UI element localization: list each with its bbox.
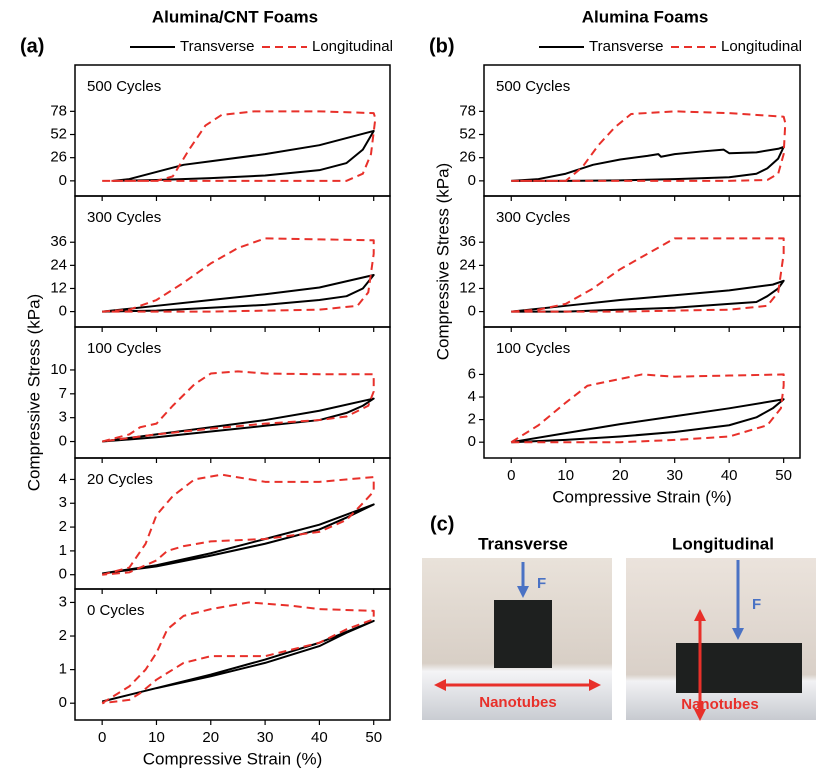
x-tick-label: 10 <box>557 467 574 484</box>
y-tick-label: 24 <box>459 256 476 273</box>
y-tick-label: 0 <box>59 172 67 189</box>
x-tick-label: 30 <box>257 729 274 746</box>
curve <box>101 601 375 705</box>
subplot-annotation: 100 Cycles <box>496 340 570 357</box>
y-tick-label: 0 <box>59 433 67 450</box>
y-tick-label: 7 <box>59 385 67 402</box>
force-label: F <box>752 596 761 613</box>
x-axis-label: Compressive Strain (%) <box>552 487 732 506</box>
y-tick-label: 2 <box>59 627 67 644</box>
y-axis-label: Compressive Stress (kPa) <box>24 294 43 491</box>
curve <box>511 398 785 444</box>
curve <box>101 473 375 576</box>
chart-title: Alumina/CNT Foams <box>152 7 318 26</box>
y-tick-label: 1 <box>59 542 67 559</box>
y-tick-label: 78 <box>50 102 67 119</box>
curve <box>102 397 375 443</box>
legend-label: Transverse <box>589 38 663 55</box>
x-tick-label: 20 <box>202 729 219 746</box>
x-axis-label: Compressive Strain (%) <box>143 749 323 768</box>
y-tick-label: 52 <box>459 125 476 142</box>
x-tick-label: 30 <box>666 467 683 484</box>
subplot-annotation: 300 Cycles <box>496 209 570 226</box>
y-tick-label: 3 <box>59 494 67 511</box>
y-tick-label: 0 <box>59 566 67 583</box>
y-tick-label: 2 <box>59 518 67 535</box>
curve <box>101 370 375 443</box>
nanotube-label: Nanotubes <box>681 696 759 713</box>
photo-panel: (c) Transverse Longitudinal F Nanotubes … <box>422 513 816 721</box>
curve <box>112 129 375 182</box>
x-tick-label: 10 <box>148 729 165 746</box>
y-tick-label: 26 <box>50 149 67 166</box>
y-tick-label: 0 <box>468 303 476 320</box>
x-tick-label: 40 <box>311 729 328 746</box>
y-tick-label: 12 <box>459 279 476 296</box>
x-tick-label: 0 <box>507 467 515 484</box>
subplot-annotation: 300 Cycles <box>87 209 161 226</box>
panel-label: (c) <box>430 513 454 535</box>
y-tick-label: 26 <box>459 149 476 166</box>
y-axis-label: Compressive Stress (kPa) <box>433 163 452 360</box>
force-label: F <box>537 575 546 592</box>
subplot-annotation: 500 Cycles <box>496 78 570 95</box>
x-tick-label: 20 <box>612 467 629 484</box>
curve <box>511 237 785 313</box>
curve <box>102 503 375 575</box>
sample-block <box>494 600 552 668</box>
nanotube-label: Nanotubes <box>479 694 557 711</box>
plot-frame <box>74 588 391 721</box>
subplot-annotation: 0 Cycles <box>87 602 145 619</box>
x-tick-label: 40 <box>721 467 738 484</box>
photo-title: Transverse <box>478 534 568 553</box>
curve <box>101 619 375 703</box>
curve <box>102 273 375 313</box>
x-tick-label: 0 <box>98 729 106 746</box>
y-tick-label: 52 <box>50 125 67 142</box>
y-tick-label: 12 <box>50 279 67 296</box>
panel-label: (b) <box>429 35 455 57</box>
legend-label: Longitudinal <box>721 38 802 55</box>
y-tick-label: 10 <box>50 361 67 378</box>
y-tick-label: 6 <box>468 365 476 382</box>
legend-label: Longitudinal <box>312 38 393 55</box>
subplot-annotation: 20 Cycles <box>87 471 153 488</box>
curve <box>102 110 377 182</box>
y-tick-label: 0 <box>59 694 67 711</box>
y-tick-label: 36 <box>50 233 67 250</box>
y-tick-label: 1 <box>59 661 67 678</box>
y-tick-label: 0 <box>468 172 476 189</box>
y-tick-label: 0 <box>59 303 67 320</box>
y-tick-label: 3 <box>59 593 67 610</box>
photo-title: Longitudinal <box>672 534 774 553</box>
panel-label: (a) <box>20 35 44 57</box>
subplot-annotation: 100 Cycles <box>87 340 161 357</box>
curve <box>511 110 787 182</box>
y-tick-label: 2 <box>468 411 476 428</box>
y-tick-label: 4 <box>59 470 67 487</box>
x-tick-label: 50 <box>365 729 382 746</box>
y-tick-label: 24 <box>50 256 67 273</box>
curve <box>511 145 785 182</box>
sample-block <box>676 643 802 693</box>
y-tick-label: 0 <box>468 433 476 450</box>
curve <box>510 373 785 444</box>
plot-frame <box>483 326 801 459</box>
x-tick-label: 50 <box>775 467 792 484</box>
y-tick-label: 78 <box>459 102 476 119</box>
curve <box>102 237 375 313</box>
chart-title: Alumina Foams <box>582 7 709 26</box>
y-tick-label: 4 <box>468 388 476 405</box>
legend-label: Transverse <box>180 38 254 55</box>
y-tick-label: 3 <box>59 409 67 426</box>
y-tick-label: 36 <box>459 233 476 250</box>
subplot-annotation: 500 Cycles <box>87 78 161 95</box>
